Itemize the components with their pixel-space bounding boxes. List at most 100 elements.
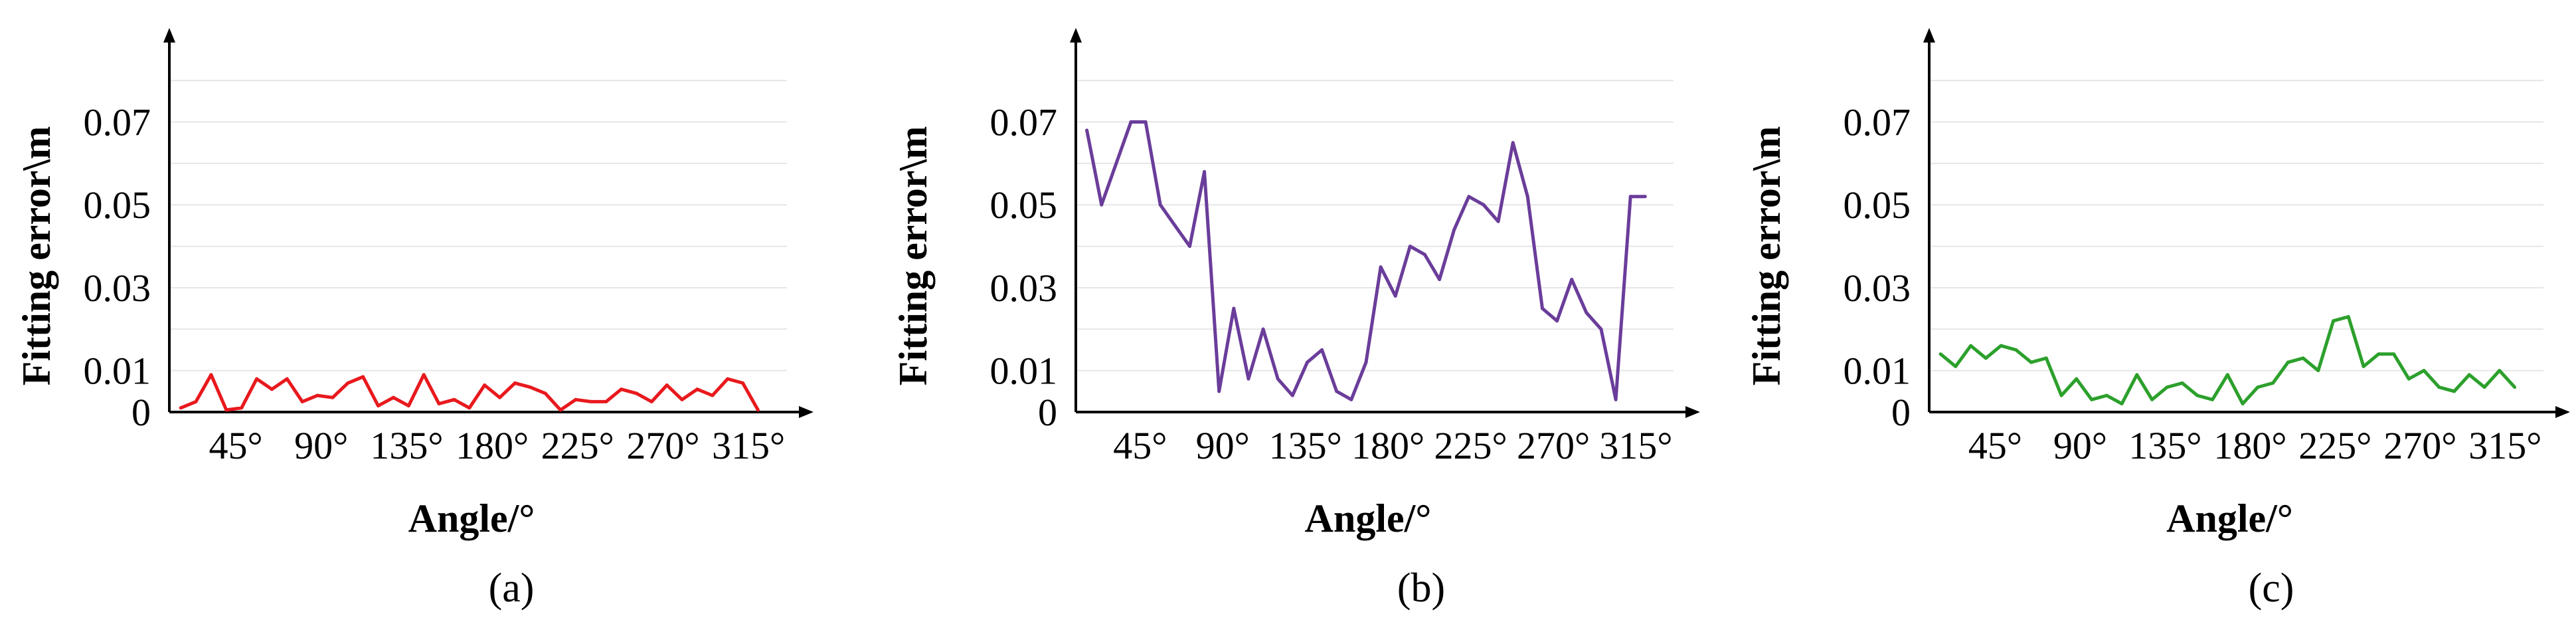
data-point [2090,397,2094,401]
data-point [468,406,472,410]
data-point [2256,385,2260,389]
data-point [2165,385,2169,389]
data-point [528,385,532,389]
y-tick-label: 0.07 [990,101,1058,144]
data-point [574,397,578,401]
data-point [1614,397,1618,401]
data-point [1999,344,2003,348]
data-point [437,402,441,406]
data-point [1393,294,1397,298]
data-point [422,373,426,377]
data-point [2029,360,2033,364]
data-point [1467,195,1471,199]
data-point [2316,369,2320,373]
x-tick-label: 225° [541,424,614,467]
data-point [756,408,760,412]
data-point [2271,381,2275,385]
data-point [695,387,699,391]
data-point [665,383,669,387]
data-point [2075,377,2079,381]
data-point [1408,245,1412,249]
data-point [1422,253,1426,257]
data-point [1158,203,1162,207]
data-point [1144,120,1148,124]
x-tick-label: 270° [2383,424,2456,467]
data-point [2180,381,2184,385]
x-tick-label: 225° [2298,424,2371,467]
data-point [1349,397,1353,401]
data-point [1085,128,1089,132]
data-point [1599,327,1603,331]
data-point [1217,389,1221,393]
x-tick-label: 315° [1599,424,1672,467]
y-tick-label: 0.03 [84,266,151,310]
data-point [2150,397,2154,401]
y-axis-arrow [1923,28,1935,43]
x-tick-label: 180° [456,424,529,467]
data-point [1511,141,1515,145]
data-point [1203,169,1207,173]
x-tick-label: 90° [1196,424,1250,467]
data-point [331,395,335,399]
data-point [1305,360,1309,364]
data-point [1438,277,1442,281]
x-tick-label: 135° [2128,424,2201,467]
data-point [2044,356,2048,360]
data-point [680,397,684,401]
data-point [1628,195,1632,199]
data-point [2422,369,2426,373]
data-point [194,399,198,403]
data-point [634,391,638,395]
data-point [2513,385,2517,389]
data-point [1969,344,1973,348]
data-point [1246,377,1250,381]
x-tick-label: 45° [1113,424,1167,467]
data-point [1585,310,1589,314]
data-point [711,393,715,397]
data-point [2301,356,2305,360]
data-point [2120,402,2124,406]
data-point [391,395,395,399]
data-point [2241,402,2245,406]
data-point [620,387,624,391]
x-tick-label: 45° [209,424,262,467]
data-point [558,408,562,412]
panel-caption: (c) [2249,566,2294,611]
data-point [2135,373,2139,377]
data-point [1525,195,1529,199]
data-point [2332,319,2336,323]
x-axis-arrow [1685,406,1700,418]
panel-caption: (a) [489,566,535,611]
data-point [1129,120,1133,124]
x-axis-arrow [2555,406,2570,418]
x-tick-label: 225° [1434,424,1507,467]
data-point [361,375,365,379]
data-point [1938,352,1942,356]
x-tick-label: 90° [294,424,348,467]
data-point [2014,348,2018,352]
y-tick-label: 0.03 [1844,266,1911,310]
data-point [2225,373,2229,377]
data-point [2346,315,2350,319]
y-tick-label: 0.05 [990,183,1058,227]
data-point [604,399,608,403]
data-point [498,395,502,399]
data-point [209,373,213,377]
y-tick-label: 0.07 [1844,101,1911,144]
data-point [1276,377,1280,381]
data-point [1232,306,1236,310]
data-point [270,387,274,391]
y-tick-label: 0.03 [990,266,1058,310]
data-point [589,399,593,403]
data-point [300,399,304,403]
data-point [255,377,259,381]
data-point [315,393,319,397]
data-point [240,406,244,410]
data-point [1379,265,1383,269]
data-point [1540,306,1544,310]
data-point [649,399,653,403]
data-point [2059,393,2063,397]
y-axis-arrow [1070,28,1082,43]
data-point [2195,393,2199,397]
